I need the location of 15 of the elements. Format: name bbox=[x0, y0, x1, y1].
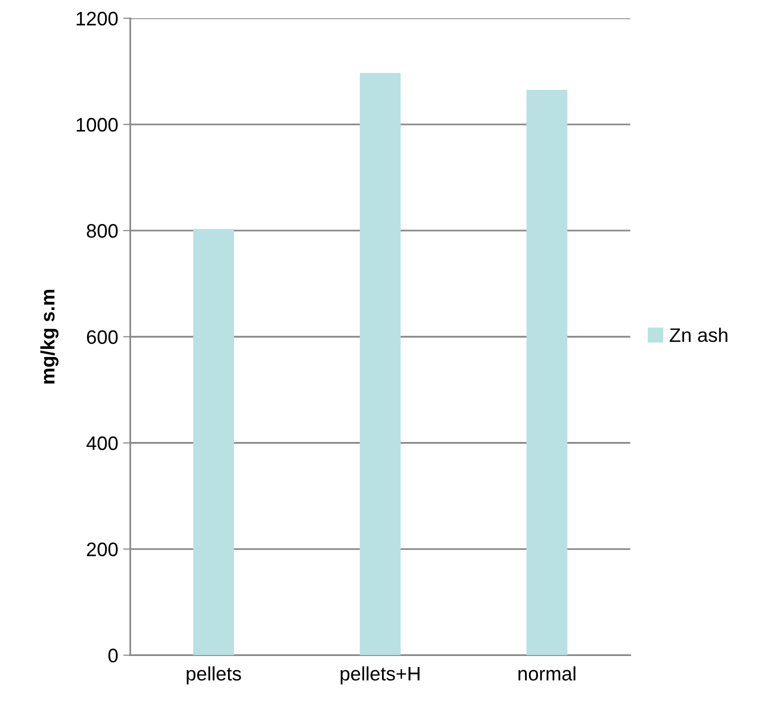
bar bbox=[360, 72, 401, 656]
y-tick-label: 600 bbox=[87, 330, 118, 344]
y-axis-title: mg/kg s.m bbox=[40, 290, 59, 384]
bar bbox=[526, 90, 568, 656]
x-tick-label: pellets+H bbox=[340, 666, 420, 684]
y-tick-label: 1200 bbox=[76, 12, 118, 26]
x-tick-label: pellets bbox=[186, 666, 241, 684]
y-tick-label: 800 bbox=[86, 224, 118, 238]
legend-label: Zn ash bbox=[670, 328, 728, 342]
y-tick-label: 0 bbox=[108, 648, 118, 662]
bar bbox=[193, 228, 234, 656]
y-tick-label: 200 bbox=[86, 542, 118, 556]
y-tick-label: 1000 bbox=[76, 118, 118, 132]
y-tick-label: 400 bbox=[86, 436, 118, 450]
x-tick-label: normal bbox=[518, 666, 576, 681]
